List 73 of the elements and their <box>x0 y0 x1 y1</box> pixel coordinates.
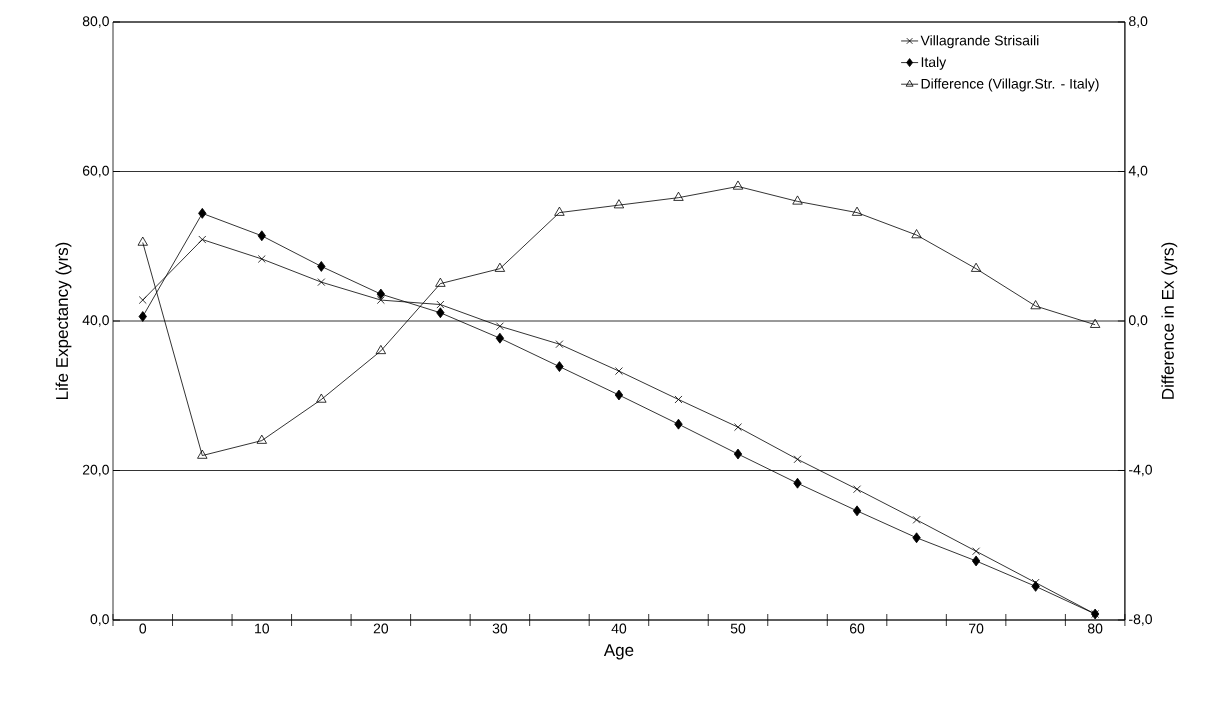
point <box>495 322 504 331</box>
point <box>732 180 744 190</box>
point <box>1030 300 1041 310</box>
point <box>912 515 921 524</box>
x-tick-label: 50 <box>730 623 746 634</box>
point <box>375 344 387 355</box>
point <box>853 485 861 494</box>
legend-label: Italy <box>921 56 947 70</box>
point <box>792 195 803 205</box>
y2-tick-label: 8,0 <box>1129 16 1148 28</box>
legend-label: Villagrande Strisaili <box>920 35 1039 49</box>
point <box>555 361 564 372</box>
point <box>256 434 267 444</box>
y-tick-label: 20,0 <box>82 464 109 477</box>
point <box>793 455 802 464</box>
point <box>674 418 683 430</box>
y-tick-label: 0,0 <box>90 614 109 626</box>
point <box>674 395 683 404</box>
point <box>851 206 863 216</box>
x-tick-label: 40 <box>611 623 627 634</box>
point <box>436 300 445 309</box>
point <box>852 505 862 517</box>
point <box>257 255 266 263</box>
x-tick-label: 60 <box>849 623 865 634</box>
point <box>734 423 742 432</box>
x-tick-label: 70 <box>969 623 984 634</box>
y-tick-label: 60,0 <box>82 165 109 178</box>
point <box>614 389 624 401</box>
point <box>138 296 147 305</box>
y-tick-label: 40,0 <box>82 315 109 327</box>
point <box>555 340 564 349</box>
point <box>137 236 148 246</box>
y-axis-title: Life Expectancy (yrs) <box>55 242 72 399</box>
point <box>613 199 625 209</box>
point <box>316 393 327 403</box>
point <box>1089 318 1101 328</box>
point <box>494 262 506 272</box>
point <box>198 207 207 219</box>
point <box>138 311 147 322</box>
x-axis-title: Age <box>603 644 634 660</box>
point <box>911 229 922 239</box>
x-tick-label: 80 <box>1087 623 1103 634</box>
point <box>1031 580 1040 592</box>
y2-tick-label: -4,0 <box>1129 464 1152 477</box>
point <box>673 191 684 201</box>
point <box>376 288 386 300</box>
point <box>912 532 921 544</box>
point <box>257 230 266 242</box>
point <box>197 449 208 459</box>
point <box>733 448 743 460</box>
point <box>436 307 445 319</box>
x-tick-label: 20 <box>373 623 389 634</box>
point <box>317 261 326 272</box>
point <box>972 547 981 556</box>
point <box>495 332 505 344</box>
point <box>971 555 981 567</box>
point <box>970 262 982 272</box>
point <box>554 206 565 216</box>
y-tick-label: 80,0 <box>82 16 109 28</box>
point <box>435 277 446 287</box>
x-tick-label: 0 <box>139 623 147 634</box>
y2-axis-title: Difference in Ex (yrs) <box>1161 242 1178 399</box>
point <box>317 278 326 287</box>
point <box>793 477 802 489</box>
x-tick-label: 30 <box>492 623 508 634</box>
y2-tick-label: 0,0 <box>1128 315 1148 327</box>
point <box>615 367 623 376</box>
legend-label: Difference (Villagr.Str. - Italy) <box>921 78 1099 92</box>
x-tick-label: 10 <box>255 623 270 634</box>
point <box>198 235 207 244</box>
y2-tick-label: -8,0 <box>1129 614 1152 626</box>
y2-tick-label: 4,0 <box>1128 165 1148 178</box>
point <box>376 296 385 305</box>
